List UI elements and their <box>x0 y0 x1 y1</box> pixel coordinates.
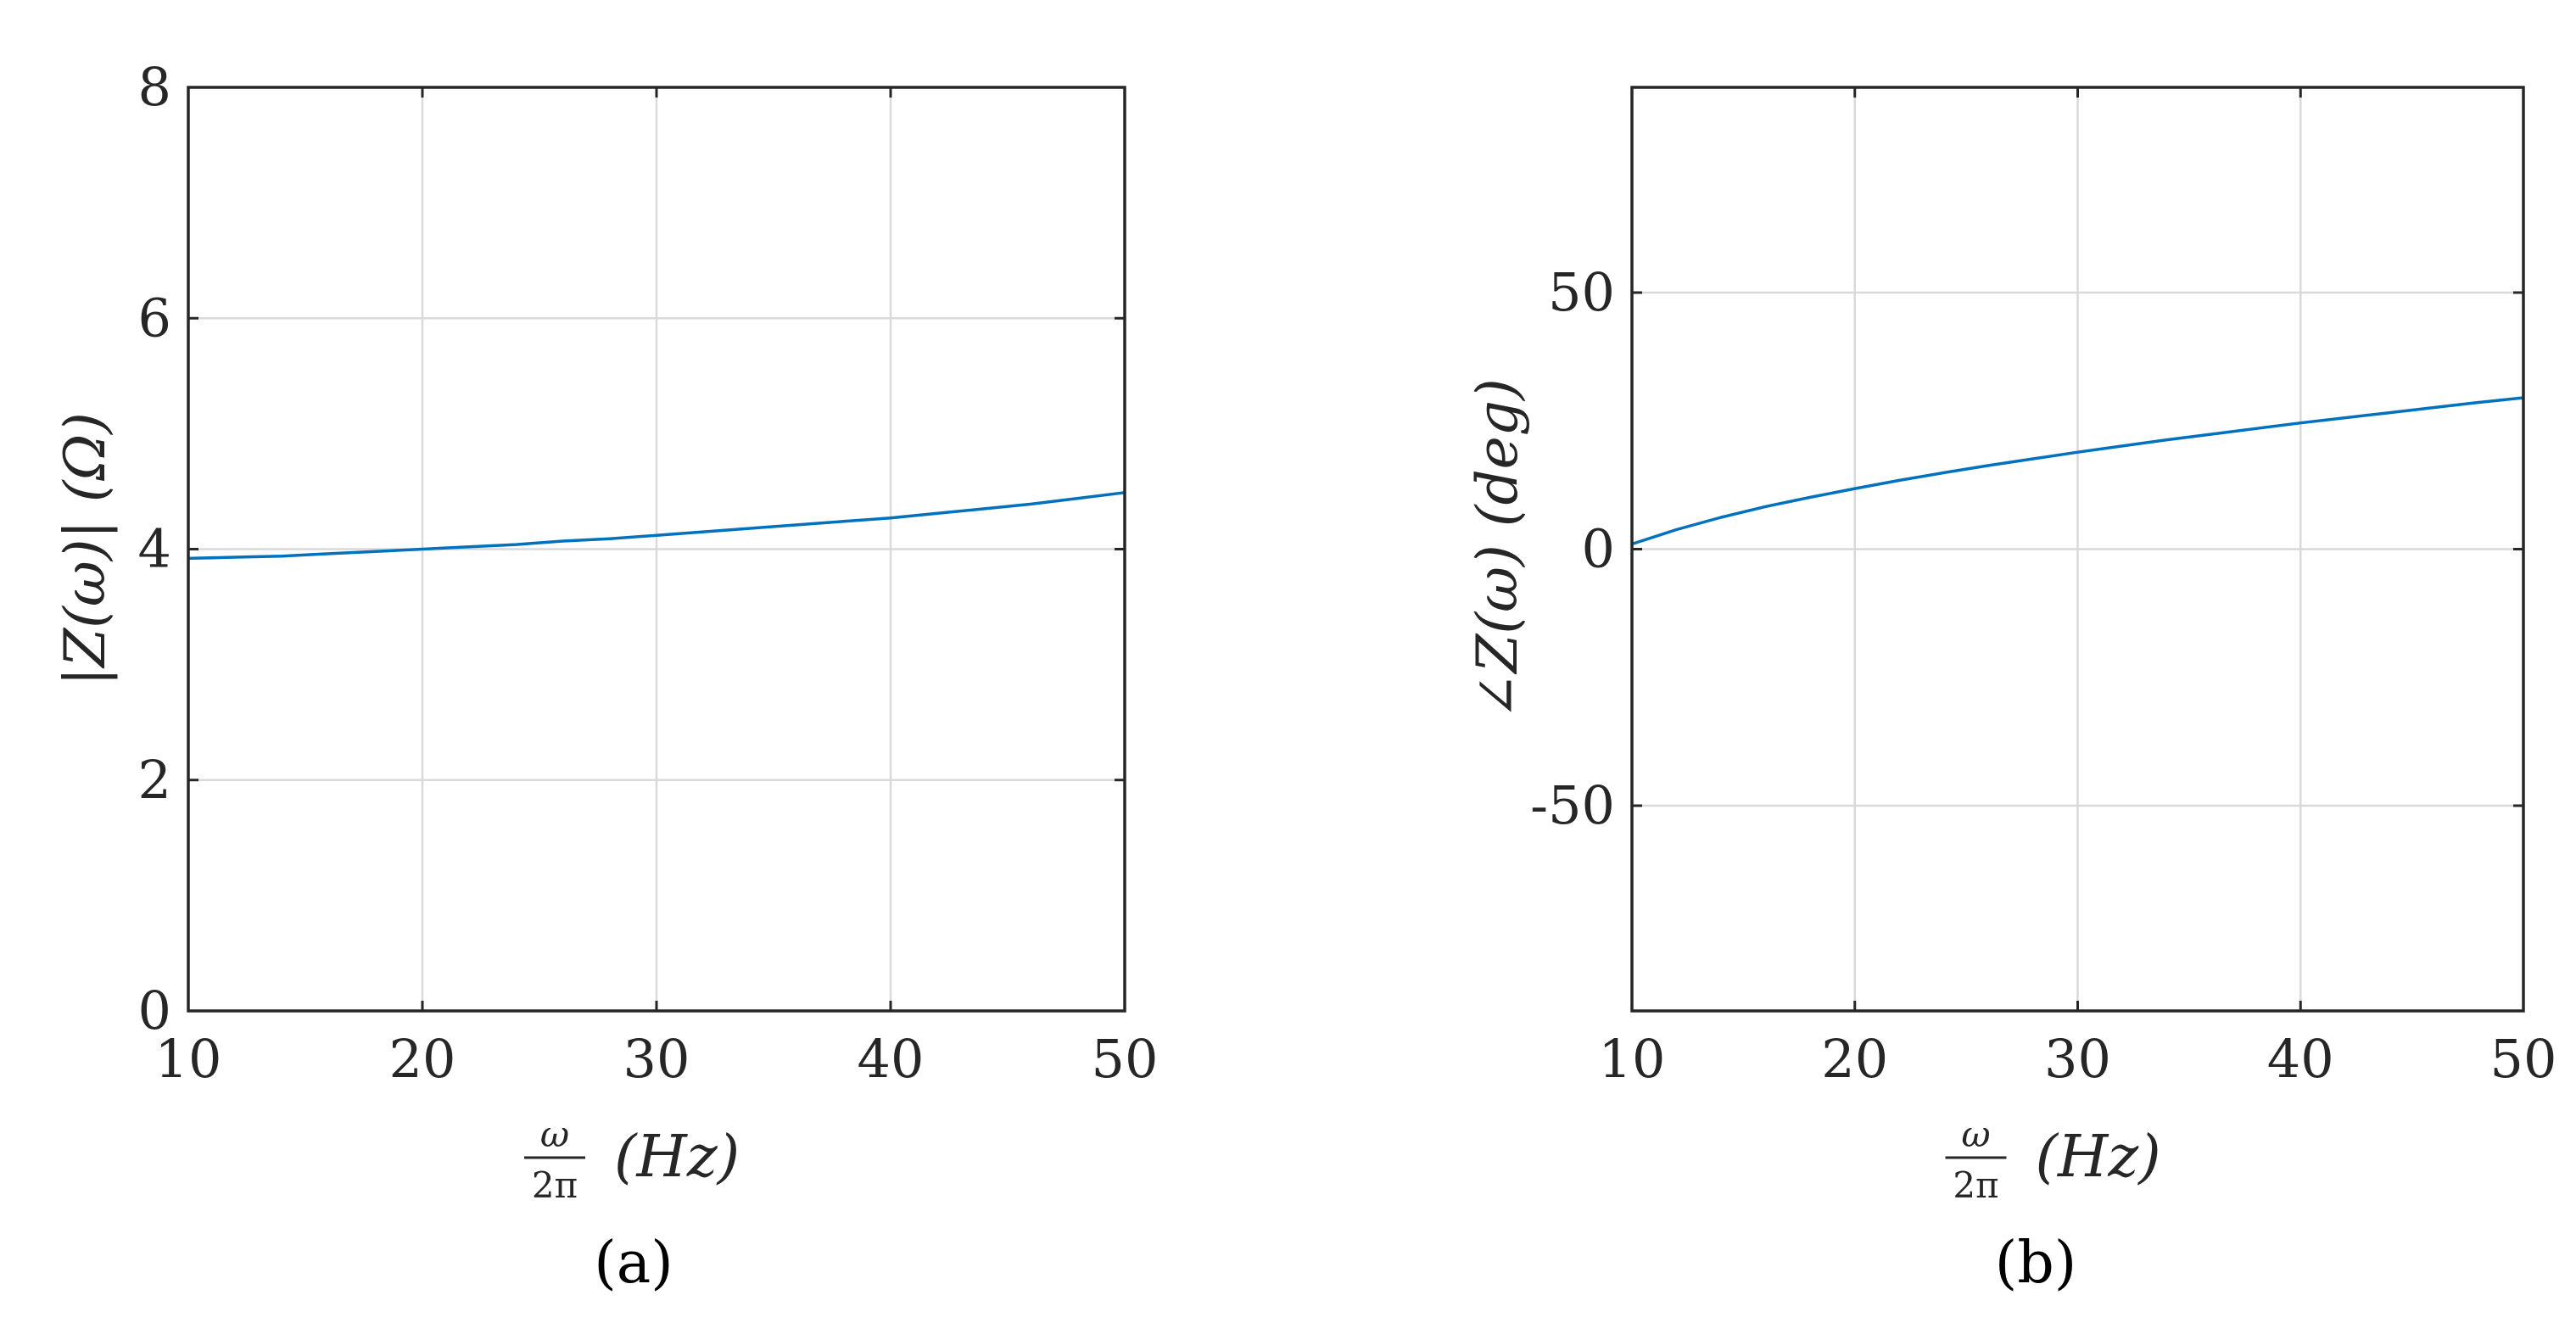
y-tick-label: 6 <box>138 287 171 349</box>
y-tick-label: 8 <box>138 56 171 118</box>
y-tick-label: 2 <box>138 749 171 811</box>
x-label-numerator: ω <box>540 1114 569 1155</box>
y-tick-label: 50 <box>1548 261 1615 323</box>
x-tick-label: 40 <box>858 1028 925 1090</box>
series-line <box>1631 396 2524 546</box>
panel-label: (a) <box>594 1230 673 1297</box>
x-tick-label: 20 <box>1821 1028 1888 1090</box>
x-tick-label: 50 <box>2490 1028 2557 1090</box>
y-tick-label: 0 <box>1582 518 1615 580</box>
y-tick-label: 4 <box>138 518 171 580</box>
x-tick-label: 30 <box>2044 1028 2111 1090</box>
x-tick-label: 20 <box>389 1028 456 1090</box>
panel-label: (b) <box>1995 1230 2077 1297</box>
x-tick-label: 40 <box>2267 1028 2334 1090</box>
x-label-unit: (Hz) <box>614 1124 740 1191</box>
series-line <box>187 491 1126 561</box>
axes-box <box>187 86 1126 1013</box>
y-axis-label: |Z(ω)| (Ω) <box>53 412 118 686</box>
y-axis-label: ∠Z(ω) (deg) <box>1465 378 1530 720</box>
x-tick-label: 50 <box>1092 1028 1159 1090</box>
chart-panel-b: 10 20 30 40 50 -50 0 50 ω 2π (Hz) ∠Z(ω) (deg) (b) <box>1465 86 2557 1297</box>
x-label-denominator: 2π <box>1953 1164 1998 1206</box>
x-tick-label: 10 <box>155 1028 222 1090</box>
x-tick-label: 10 <box>1599 1028 1666 1090</box>
y-tick-label: -50 <box>1530 774 1615 836</box>
x-label-denominator: 2π <box>532 1164 578 1206</box>
x-label-numerator: ω <box>1961 1114 1990 1155</box>
x-tick-label: 30 <box>623 1028 690 1090</box>
chart-panel-a: 10 20 30 40 50 0 2 4 6 8 ω 2π (Hz) |Z(ω)| (Ω) (a) <box>53 56 1158 1297</box>
axes-box <box>1630 86 2525 1013</box>
x-label-unit: (Hz) <box>2036 1124 2161 1191</box>
y-tick-label: 0 <box>138 980 171 1041</box>
